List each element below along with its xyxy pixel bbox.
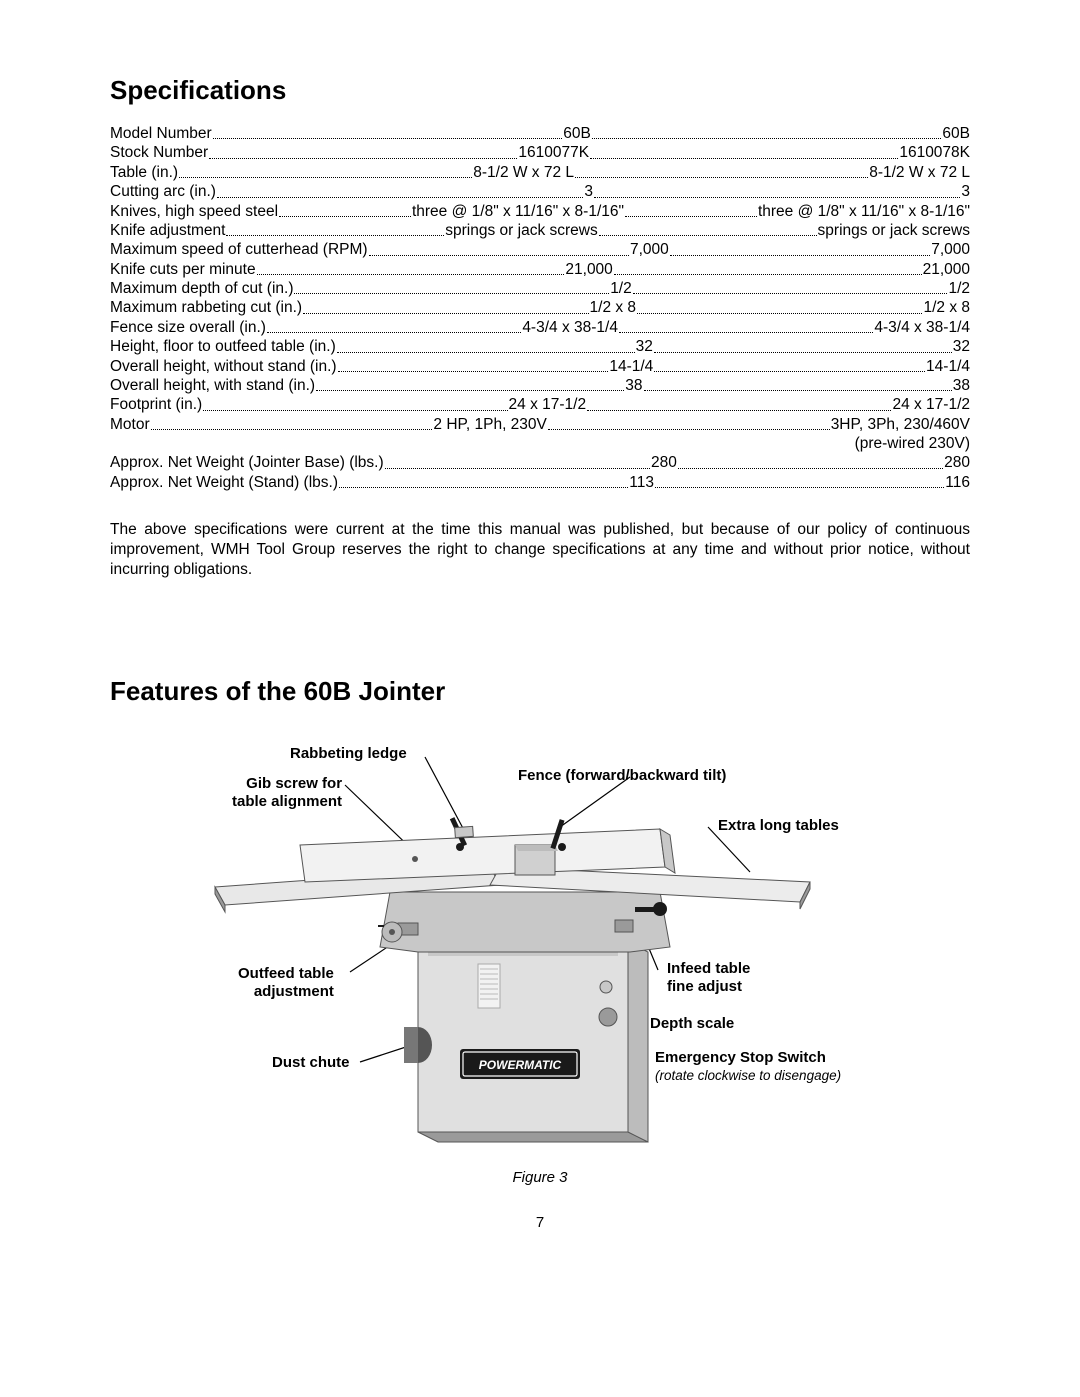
spec-row: Maximum rabbeting cut (in.) 1/2 x 8 1/2 x … <box>110 298 970 317</box>
spec-value-2: 32 <box>953 337 970 356</box>
spec-label: Model Number <box>110 124 212 143</box>
spec-value-2: 116 <box>945 473 970 492</box>
spec-row: Approx. Net Weight (Jointer Base) (lbs.)… <box>110 453 970 472</box>
spec-value-2: 1610078K <box>899 143 970 162</box>
spec-label: Approx. Net Weight (Stand) (lbs.) <box>110 473 338 492</box>
spec-label: Stock Number <box>110 143 208 162</box>
spec-label: Approx. Net Weight (Jointer Base) (lbs.) <box>110 453 384 472</box>
spec-value-1: 8-1/2 W x 72 L <box>473 163 574 182</box>
callout-outfeed-2: adjustment <box>254 983 334 1000</box>
spec-value-1: 113 <box>629 473 654 492</box>
callout-infeed-1: Infeed table <box>667 960 750 977</box>
spec-row: Approx. Net Weight (Stand) (lbs.) 113 116 <box>110 473 970 492</box>
page-number: 7 <box>110 1214 970 1231</box>
spec-value-1: 38 <box>625 376 642 395</box>
spec-value-1: 2 HP, 1Ph, 230V <box>433 415 546 434</box>
spec-row: Footprint (in.) 24 x 17-1/2 24 x 17-1/2 <box>110 395 970 414</box>
brand-plate: POWERMATIC <box>479 1058 562 1072</box>
spec-value-1: 60B <box>563 124 591 143</box>
figure-caption: Figure 3 <box>110 1169 970 1186</box>
spec-label: Footprint (in.) <box>110 395 202 414</box>
spec-value-2: 1/2 <box>948 279 970 298</box>
spec-row: Knife cuts per minute 21,000 21,000 <box>110 260 970 279</box>
specifications-table: Model Number 60B 60B Stock Number 1610077K 16… <box>110 124 970 492</box>
spec-value-1: 24 x 17-1/2 <box>509 395 587 414</box>
spec-label: Knife cuts per minute <box>110 260 256 279</box>
spec-row: Table (in.) 8-1/2 W x 72 L 8-1/2 W x 72 L <box>110 163 970 182</box>
spec-row: Stock Number 1610077K 1610078K <box>110 143 970 162</box>
spec-label: Maximum speed of cutterhead (RPM) <box>110 240 368 259</box>
spec-value-1: springs or jack screws <box>445 221 597 240</box>
spec-label: Knife adjustment <box>110 221 225 240</box>
spec-label: Fence size overall (in.) <box>110 318 266 337</box>
spec-value-2: 7,000 <box>931 240 970 259</box>
spec-value-1: 3 <box>584 182 593 201</box>
spec-row: Maximum depth of cut (in.) 1/2 1/2 <box>110 279 970 298</box>
spec-value-2: 38 <box>953 376 970 395</box>
spec-value-2: 4-3/4 x 38-1/4 <box>874 318 970 337</box>
spec-value-2: 21,000 <box>923 260 970 279</box>
features-heading: Features of the 60B Jointer <box>110 676 970 707</box>
spec-label: Knives, high speed steel <box>110 202 278 221</box>
spec-value-1: three @ 1/8" x 11/16" x 8-1/16" <box>412 202 624 221</box>
spec-row: Overall height, with stand (in.) 38 38 <box>110 376 970 395</box>
spec-value-1: 14-1/4 <box>609 357 653 376</box>
disclaimer-text: The above specifications were current at… <box>110 520 970 580</box>
callout-infeed-2: fine adjust <box>667 978 742 995</box>
spec-row: Maximum speed of cutterhead (RPM) 7,000 7,… <box>110 240 970 259</box>
spec-label: Overall height, without stand (in.) <box>110 357 337 376</box>
spec-value-2: 8-1/2 W x 72 L <box>869 163 970 182</box>
callout-gib-screw-1: Gib screw for <box>246 775 342 792</box>
spec-value-2: 3 <box>961 182 970 201</box>
jointer-diagram: POWERMATIC <box>160 727 920 1157</box>
spec-row: Cutting arc (in.) 3 3 <box>110 182 970 201</box>
callout-gib-screw-2: table alignment <box>232 793 342 810</box>
callout-fence-tilt: Fence (forward/backward tilt) <box>518 767 726 785</box>
spec-value-1: 1/2 x 8 <box>590 298 637 317</box>
callout-depth-scale: Depth scale <box>650 1015 734 1033</box>
spec-value-1: 32 <box>636 337 653 356</box>
manual-page: Specifications Model Number60B60BStock N… <box>0 0 1080 1397</box>
spec-value-1: 1/2 <box>610 279 632 298</box>
spec-value-2: 280 <box>944 453 970 472</box>
spec-row: Height, floor to outfeed table (in.) 32 32 <box>110 337 970 356</box>
spec-value-2: 24 x 17-1/2 <box>892 395 970 414</box>
callout-emergency-stop: Emergency Stop Switch <box>655 1049 826 1066</box>
specifications-heading: Specifications <box>110 75 970 106</box>
spec-value-2: 14-1/4 <box>926 357 970 376</box>
callout-dust-chute: Dust chute <box>272 1054 350 1072</box>
motor-prewired-note: (pre-wired 230V) <box>110 434 970 453</box>
spec-value-2: 1/2 x 8 <box>923 298 970 317</box>
spec-row: Knives, high speed steel three @ 1/8" x 1… <box>110 202 970 221</box>
spec-label: Overall height, with stand (in.) <box>110 376 315 395</box>
spec-label: Maximum rabbeting cut (in.) <box>110 298 302 317</box>
callout-extra-long-tables: Extra long tables <box>718 817 839 835</box>
spec-value-2: springs or jack screws <box>818 221 970 240</box>
callout-rabbeting-ledge: Rabbeting ledge <box>290 745 407 763</box>
spec-row: Model Number 60B 60B <box>110 124 970 143</box>
spec-value-1: 21,000 <box>565 260 612 279</box>
spec-label: Motor <box>110 415 150 434</box>
spec-value-1: 1610077K <box>518 143 589 162</box>
spec-row: Knife adjustment springs or jack screws sp… <box>110 221 970 240</box>
spec-row: Motor 2 HP, 1Ph, 230V 3HP, 3Ph, 230/460V <box>110 415 970 434</box>
spec-label: Maximum depth of cut (in.) <box>110 279 293 298</box>
callout-emergency-stop-note: (rotate clockwise to disengage) <box>655 1068 841 1083</box>
spec-value-1: 7,000 <box>630 240 669 259</box>
spec-label: Cutting arc (in.) <box>110 182 216 201</box>
spec-row: Overall height, without stand (in.) 14-1/… <box>110 357 970 376</box>
spec-label: Height, floor to outfeed table (in.) <box>110 337 336 356</box>
spec-label: Table (in.) <box>110 163 178 182</box>
spec-value-2: three @ 1/8" x 11/16" x 8-1/16" <box>758 202 970 221</box>
spec-value-1: 4-3/4 x 38-1/4 <box>522 318 618 337</box>
callout-outfeed-1: Outfeed table <box>238 965 334 982</box>
spec-value-1: 280 <box>651 453 677 472</box>
spec-row: Fence size overall (in.) 4-3/4 x 38-1/4 4-… <box>110 318 970 337</box>
spec-value-2: 3HP, 3Ph, 230/460V <box>831 415 970 434</box>
spec-value-2: 60B <box>942 124 970 143</box>
